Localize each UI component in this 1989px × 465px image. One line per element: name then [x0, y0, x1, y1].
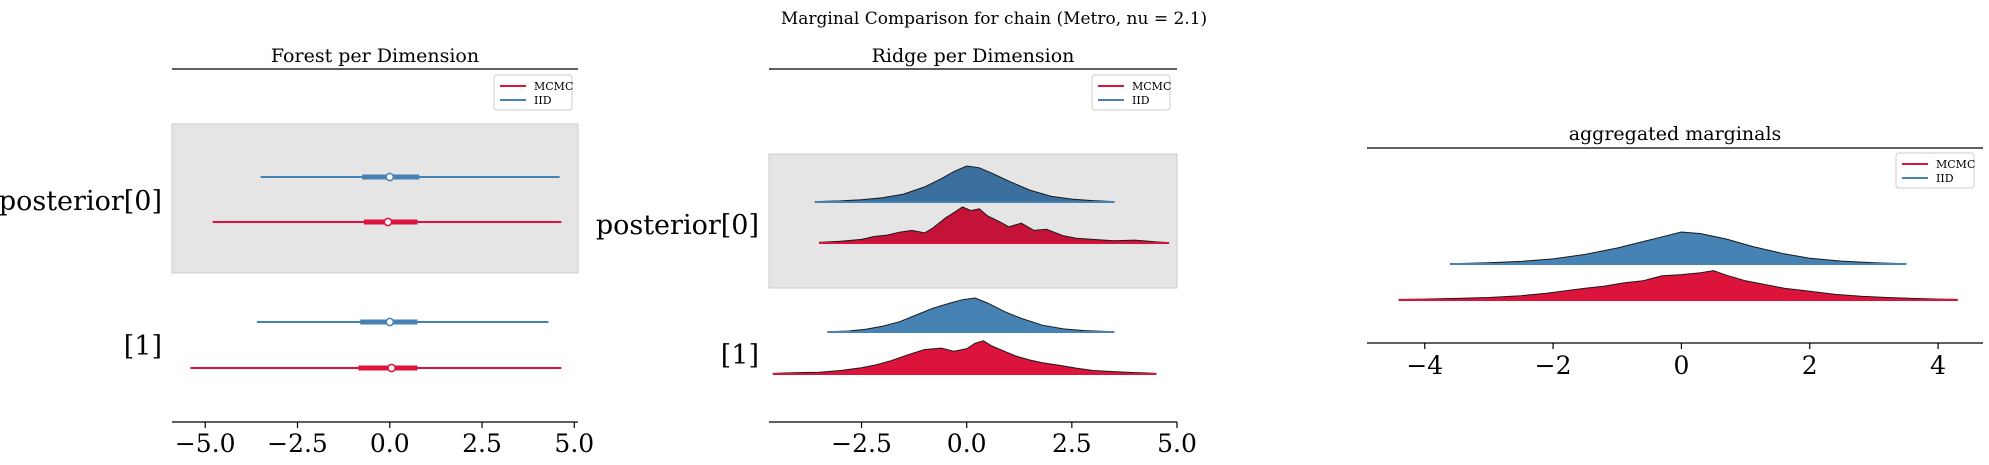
legend-label: IID [1936, 172, 1954, 185]
legend-frame [493, 74, 573, 111]
median-point [383, 217, 393, 227]
mcmc-density [818, 206, 1170, 244]
row-label: [1] [124, 331, 162, 362]
iid-density [827, 297, 1115, 333]
x-tick-label: 2.5 [462, 429, 502, 458]
legend-label: IID [1132, 94, 1150, 107]
median-point [385, 317, 395, 327]
legend-label: IID [534, 94, 552, 107]
x-tick-label: 0.0 [947, 429, 987, 458]
panel-title: Forest per Dimension [271, 45, 479, 67]
legend-frame [1091, 74, 1171, 111]
mcmc-density [1398, 270, 1958, 301]
iid-density [814, 165, 1115, 203]
x-tick-label: 2 [1802, 351, 1818, 380]
legend-label: MCMC [1936, 158, 1975, 171]
x-tick-label: −2.5 [267, 429, 328, 458]
row-label: posterior[0] [0, 186, 162, 217]
mcmc-density [772, 340, 1157, 375]
ridge-panel: Ridge per Dimension −2.5 0.0 2.5 5.0 posterio… [596, 45, 1197, 458]
legend-label: MCMC [1132, 80, 1171, 93]
x-tick-label: 5.0 [554, 429, 594, 458]
panel-title: Ridge per Dimension [872, 45, 1075, 67]
row-label: [1] [721, 340, 759, 371]
x-tick-label: −2.5 [831, 429, 892, 458]
median-point [385, 172, 395, 182]
x-tick-label: 5.0 [1157, 429, 1197, 458]
median-point [387, 363, 396, 373]
x-tick-label: 4 [1930, 351, 1946, 380]
x-tick-label: 0.0 [370, 429, 410, 458]
row-label: posterior[0] [596, 210, 759, 241]
legend-frame [1895, 152, 1975, 189]
panel-title: aggregated marginals [1569, 123, 1782, 145]
figure-suptitle: Marginal Comparison for chain (Metro, nu… [781, 9, 1207, 29]
legend-label: MCMC [534, 80, 573, 93]
x-tick-label: 2.5 [1052, 429, 1092, 458]
x-tick-label: −5.0 [175, 429, 236, 458]
x-tick-label: 0 [1673, 351, 1689, 380]
iid-density [1449, 231, 1907, 265]
x-tick-label: −4 [1406, 351, 1443, 380]
forest-panel: Forest per Dimension −5.0 −2.5 0.0 2.5 5.0 pos… [0, 45, 594, 458]
highlight-band [171, 123, 579, 274]
x-tick-label: −2 [1535, 351, 1572, 380]
